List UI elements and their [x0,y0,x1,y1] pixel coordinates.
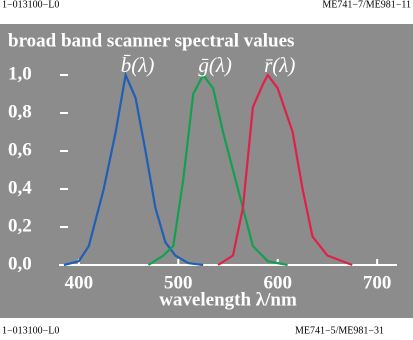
y-tick-label: 0,2 [8,215,32,236]
footer-right: ME741−5/ME981−31 [295,325,384,336]
y-tick-label: 0,8 [8,101,32,122]
series-line [217,72,353,267]
plot-background [0,24,413,318]
x-tick-label: 400 [65,272,94,293]
series-line [63,71,204,267]
y-tick-label: 0,6 [8,139,32,160]
chart-title: broad band scanner spectral values [8,30,294,51]
y-tick-label: 0,4 [8,177,32,198]
header-right: ME741−7/ME981−11 [322,0,411,10]
x-tick-label: 500 [164,272,193,293]
legend-label: ḡ(λ) [198,53,232,77]
legend-label: r̄(λ) [264,53,295,77]
y-tick-label: 0,0 [8,253,32,274]
x-axis-label: wavelength λ/nm [159,289,297,310]
x-tick-label: 600 [263,272,292,293]
x-tick-label: 700 [363,272,392,293]
footer-left: 1−013100−L0 [2,325,59,336]
y-tick-label: 1,0 [8,63,32,84]
header-left: 1−013100−L0 [2,0,59,10]
series-line [147,72,288,267]
legend-label: b̄(λ) [121,53,155,77]
